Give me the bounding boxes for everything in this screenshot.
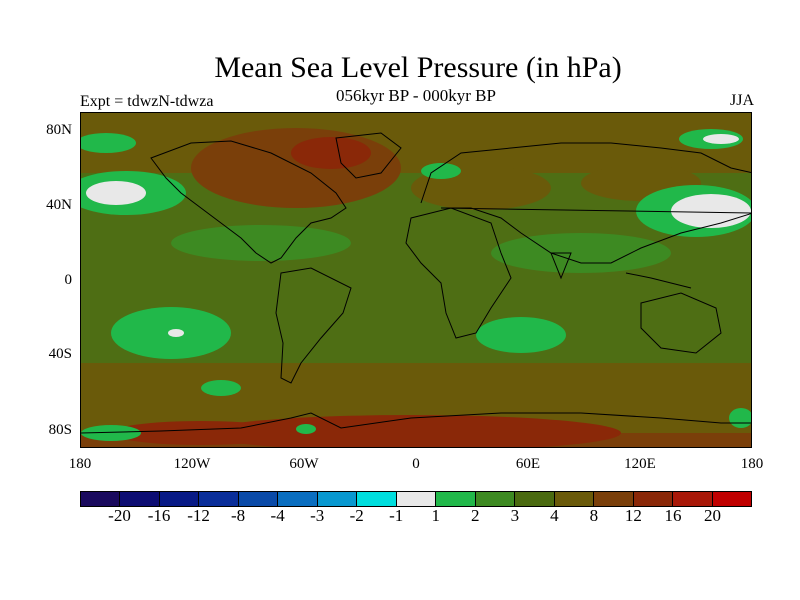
colorbar-label: 1 [431,506,441,525]
lon-label-0: 0 [412,456,420,472]
north-america-high [191,128,401,208]
lon-label-120e: 120E [624,456,656,472]
colorbar-box-4 [238,492,279,506]
colorbar-box-11 [515,492,555,506]
chart-title: Mean Sea Level Pressure (in hPa) [214,51,622,84]
north-america-coast [150,140,347,264]
colorbar-label: 2 [471,506,480,525]
colorbar-box-10 [475,492,516,506]
lat-label-40s: 40S [48,346,72,362]
norway-low [421,163,461,179]
colorbar-box-5 [278,492,318,506]
season-label: JJA [729,92,754,109]
arctic-band [81,113,751,173]
colorbar-box-13 [594,492,634,506]
colorbar-label: 20 [703,506,721,525]
lon-label-180w: 180 [68,456,92,472]
colorbar-box-9 [436,492,476,506]
colorbar-label: -16 [147,506,171,525]
colorbar-box-7 [357,492,397,506]
south-pacific-core [168,329,184,337]
colorbar-box-14 [633,492,674,506]
lat-label-80s: 80S [48,422,72,438]
colorbar-box-16 [712,492,751,506]
colorbar-box-1 [120,492,160,506]
colorbar-box-6 [317,492,358,506]
colorbar-label: -12 [187,506,210,525]
antarctic-peninsula-low [296,424,316,434]
south-pacific-small-low [201,380,241,396]
pressure-map [80,112,752,448]
south-america-coast [275,267,352,384]
india-coast [550,252,572,280]
colorbar-label: 16 [664,506,682,525]
australia-coast [640,292,722,354]
map-canvas [81,113,751,447]
tropical-indian-mid [491,233,671,273]
bering-low [81,133,136,153]
colorbar-label: -4 [270,506,285,525]
lon-label-60w: 60W [289,456,319,472]
eurasia-coast [420,142,751,264]
lat-label-40n: 40N [46,197,72,213]
lon-label-120w: 120W [173,456,211,472]
lat-label-80n: 80N [46,122,72,138]
colorbar-label: -1 [389,506,404,525]
colorbar-label: 3 [510,506,520,525]
antarctic-low-west [81,425,141,441]
colorbar-box-8 [396,492,437,506]
north-pacific-core-west [671,194,751,228]
north-pacific-core-east [86,181,146,205]
lat-label-0: 0 [64,272,73,288]
tropical-pacific-mid [171,225,351,261]
colorbar-label: -8 [231,506,246,525]
experiment-label: Expt = tdwzN-tdwza [80,93,214,110]
chart-subtitle: 056kyr BP - 000kyr BP [336,86,496,105]
southeast-asia-islands [625,272,692,289]
greenland-high [291,137,371,169]
colorbar-box-2 [159,492,200,506]
colorbar-box-12 [554,492,595,506]
lon-label-180e: 180 [740,456,764,472]
africa-coast [405,207,512,339]
colorbar-label: 8 [589,506,599,525]
colorbar-label: -20 [108,506,131,525]
colorbar-box-15 [673,492,713,506]
southern-ocean-dark [201,415,621,447]
colorbar [80,491,752,507]
colorbar-label: -3 [310,506,325,525]
lon-label-60e: 60E [515,456,541,472]
coastlines [81,132,751,434]
colorbar-label: 12 [624,506,642,525]
colorbar-labels: -20 -16 -12 -8 -4 -3 -2 -1 1 2 3 4 8 12 16 20 [80,505,752,527]
indian-ocean-low [476,317,566,353]
colorbar-box-3 [199,492,239,506]
siberian-arctic-core [703,134,739,144]
antarctica-coast [81,412,751,434]
antarctic-low-east [729,408,751,428]
colorbar-label: 4 [550,506,559,525]
colorbar-box-0 [81,492,121,506]
colorbar-label: -2 [349,506,364,525]
greenland-coast [335,132,402,179]
